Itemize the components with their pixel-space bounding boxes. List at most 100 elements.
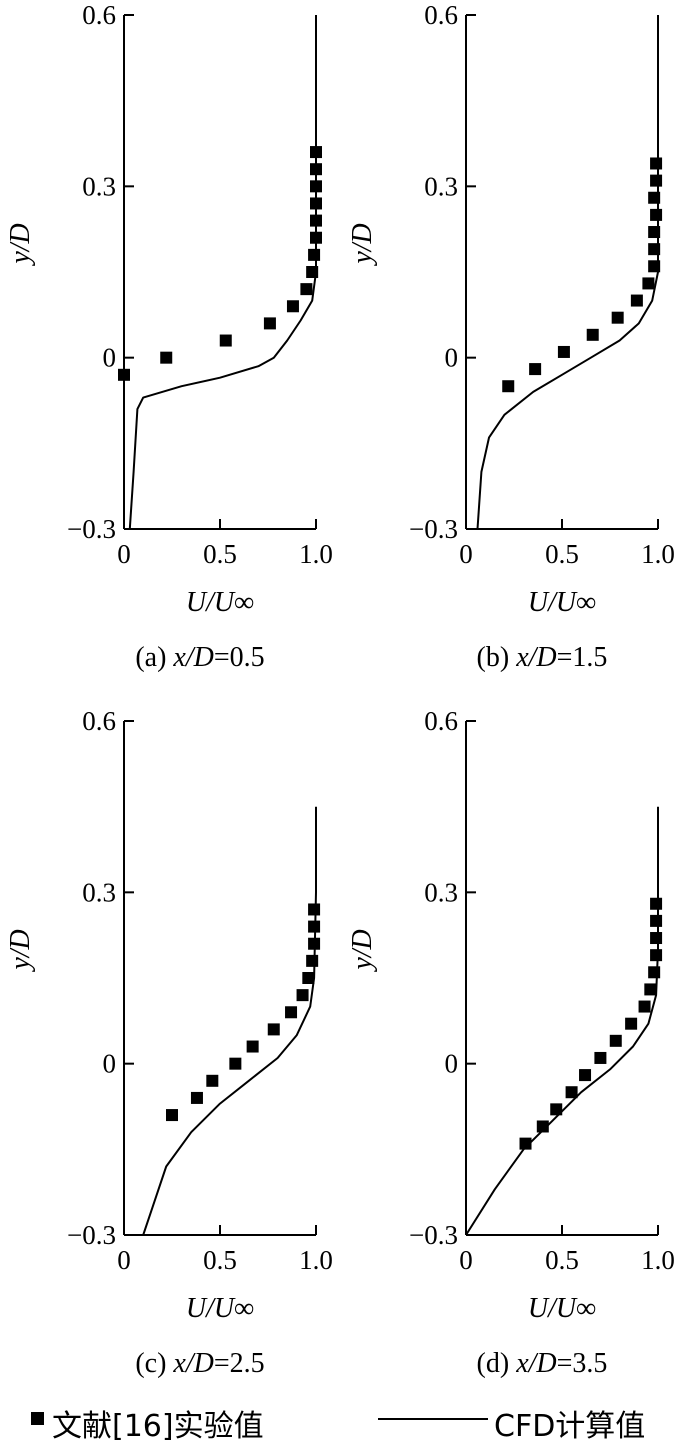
y-tick-label: 0.6 [424, 0, 458, 30]
y-tick-label: 0.6 [82, 706, 116, 736]
x-tick-label: 1.0 [641, 1245, 675, 1275]
y-axis-label: y/D [347, 223, 378, 266]
cfd-line [128, 15, 317, 530]
y-tick-label: −0.3 [409, 514, 458, 544]
legend: 文献[16]实验值 CFD计算值 [0, 1398, 700, 1444]
x-tick-label: 0.5 [545, 539, 579, 569]
y-axis-label: y/D [5, 223, 36, 266]
y-tick-label: 0.3 [82, 877, 116, 907]
experiment-point [310, 231, 322, 244]
y-tick-label: −0.3 [67, 1220, 116, 1250]
panel-caption: (b) x/D=1.5 [477, 642, 608, 673]
legend-experiment-label: 文献[16]实验值 [52, 1409, 264, 1444]
y-tick-label: 0 [445, 343, 459, 373]
experiment-point [190, 1091, 203, 1104]
experiment-point [160, 351, 173, 364]
x-tick-label: 0.5 [203, 1245, 237, 1275]
experiment-point [611, 311, 624, 324]
experiment-point [310, 180, 322, 193]
experiment-point [166, 1109, 178, 1122]
legend-experiment-marker [31, 1412, 44, 1425]
y-tick-label: 0.3 [424, 877, 458, 907]
experiment-point [302, 972, 315, 984]
y-tick-label: −0.3 [409, 1220, 458, 1250]
cfd-line [142, 806, 317, 1236]
experiment-point [648, 243, 661, 256]
experiment-point [529, 363, 542, 376]
experiment-point [502, 380, 515, 393]
legend-cfd-line [378, 1418, 488, 1420]
x-tick-label: 0 [459, 539, 473, 569]
experiment-point [310, 197, 322, 210]
x-axis-label: U/U∞ [528, 587, 596, 618]
experiment-point [650, 174, 663, 187]
experiment-point [263, 317, 276, 330]
experiment-point [285, 1006, 298, 1019]
y-axis-label: y/D [347, 929, 378, 972]
y-tick-label: 0 [103, 343, 117, 373]
experiment-point [308, 937, 321, 950]
experiment-point [650, 949, 663, 962]
experiment-point [219, 334, 232, 347]
experiment-point [644, 983, 657, 996]
y-tick-label: 0.6 [82, 0, 116, 30]
x-tick-label: 1.0 [641, 539, 675, 569]
x-tick-label: 0.5 [545, 1245, 579, 1275]
experiment-point [286, 300, 299, 313]
x-tick-label: 0.5 [203, 539, 237, 569]
x-tick-label: 0 [117, 539, 131, 569]
panel-caption: (d) x/D=3.5 [477, 1348, 608, 1379]
y-tick-label: 0 [103, 1049, 117, 1079]
panel-a: 0.60.30−0.30 0.5 1.0y/DU/U∞(a) x/D=0.5 [5, 0, 333, 673]
experiment-point [310, 146, 322, 159]
experiment-point [300, 283, 313, 296]
panel-caption: (c) x/D=2.5 [135, 1348, 264, 1379]
experiment-point [229, 1057, 242, 1070]
experiment-point [308, 248, 321, 261]
experiment-point [310, 163, 322, 176]
experiment-point [650, 932, 663, 945]
x-axis-label: U/U∞ [186, 1293, 254, 1324]
experiment-point [642, 277, 655, 290]
x-tick-label: 1.0 [299, 539, 333, 569]
experiment-point [630, 294, 643, 307]
experiment-point [308, 903, 321, 916]
experiment-point [296, 989, 309, 1002]
experiment-point [267, 1023, 280, 1036]
panel-d: 0.60.30−0.30 0.5 1.0y/DU/U∞(d) x/D=3.5 [347, 706, 675, 1379]
experiment-point [648, 966, 661, 979]
experiment-point [306, 954, 319, 967]
experiment-point [310, 214, 322, 227]
y-axis-label: y/D [5, 929, 36, 972]
experiment-point [648, 260, 661, 273]
experiment-point [308, 920, 321, 933]
panel-caption: (a) x/D=0.5 [135, 642, 264, 673]
experiment-point [550, 1103, 563, 1116]
experiment-point [118, 368, 130, 381]
cfd-line [465, 806, 659, 1236]
experiment-point [650, 208, 663, 221]
panel-c: 0.60.30−0.30 0.5 1.0y/DU/U∞(c) x/D=2.5 [5, 706, 333, 1379]
y-tick-label: 0.6 [424, 706, 458, 736]
x-axis-label: U/U∞ [186, 587, 254, 618]
x-tick-label: 0 [459, 1245, 473, 1275]
experiment-point [519, 1137, 532, 1150]
experiment-point [565, 1086, 578, 1099]
experiment-point [648, 226, 661, 239]
experiment-point [650, 157, 663, 170]
experiment-point [579, 1069, 592, 1082]
experiment-point [306, 266, 319, 278]
experiment-point [206, 1074, 219, 1087]
experiment-point [650, 914, 663, 927]
experiment-point [594, 1051, 607, 1064]
experiment-point [648, 191, 661, 204]
y-tick-label: 0.3 [424, 171, 458, 201]
experiment-point [586, 328, 599, 341]
legend-cfd-label: CFD计算值 [494, 1409, 646, 1444]
y-tick-label: 0.3 [82, 171, 116, 201]
cfd-line [476, 15, 659, 530]
experiment-point [557, 345, 570, 358]
panel-b: 0.60.30−0.30 0.5 1.0y/DU/U∞(b) x/D=1.5 [347, 0, 675, 673]
experiment-point [246, 1040, 259, 1053]
y-tick-label: −0.3 [67, 514, 116, 544]
